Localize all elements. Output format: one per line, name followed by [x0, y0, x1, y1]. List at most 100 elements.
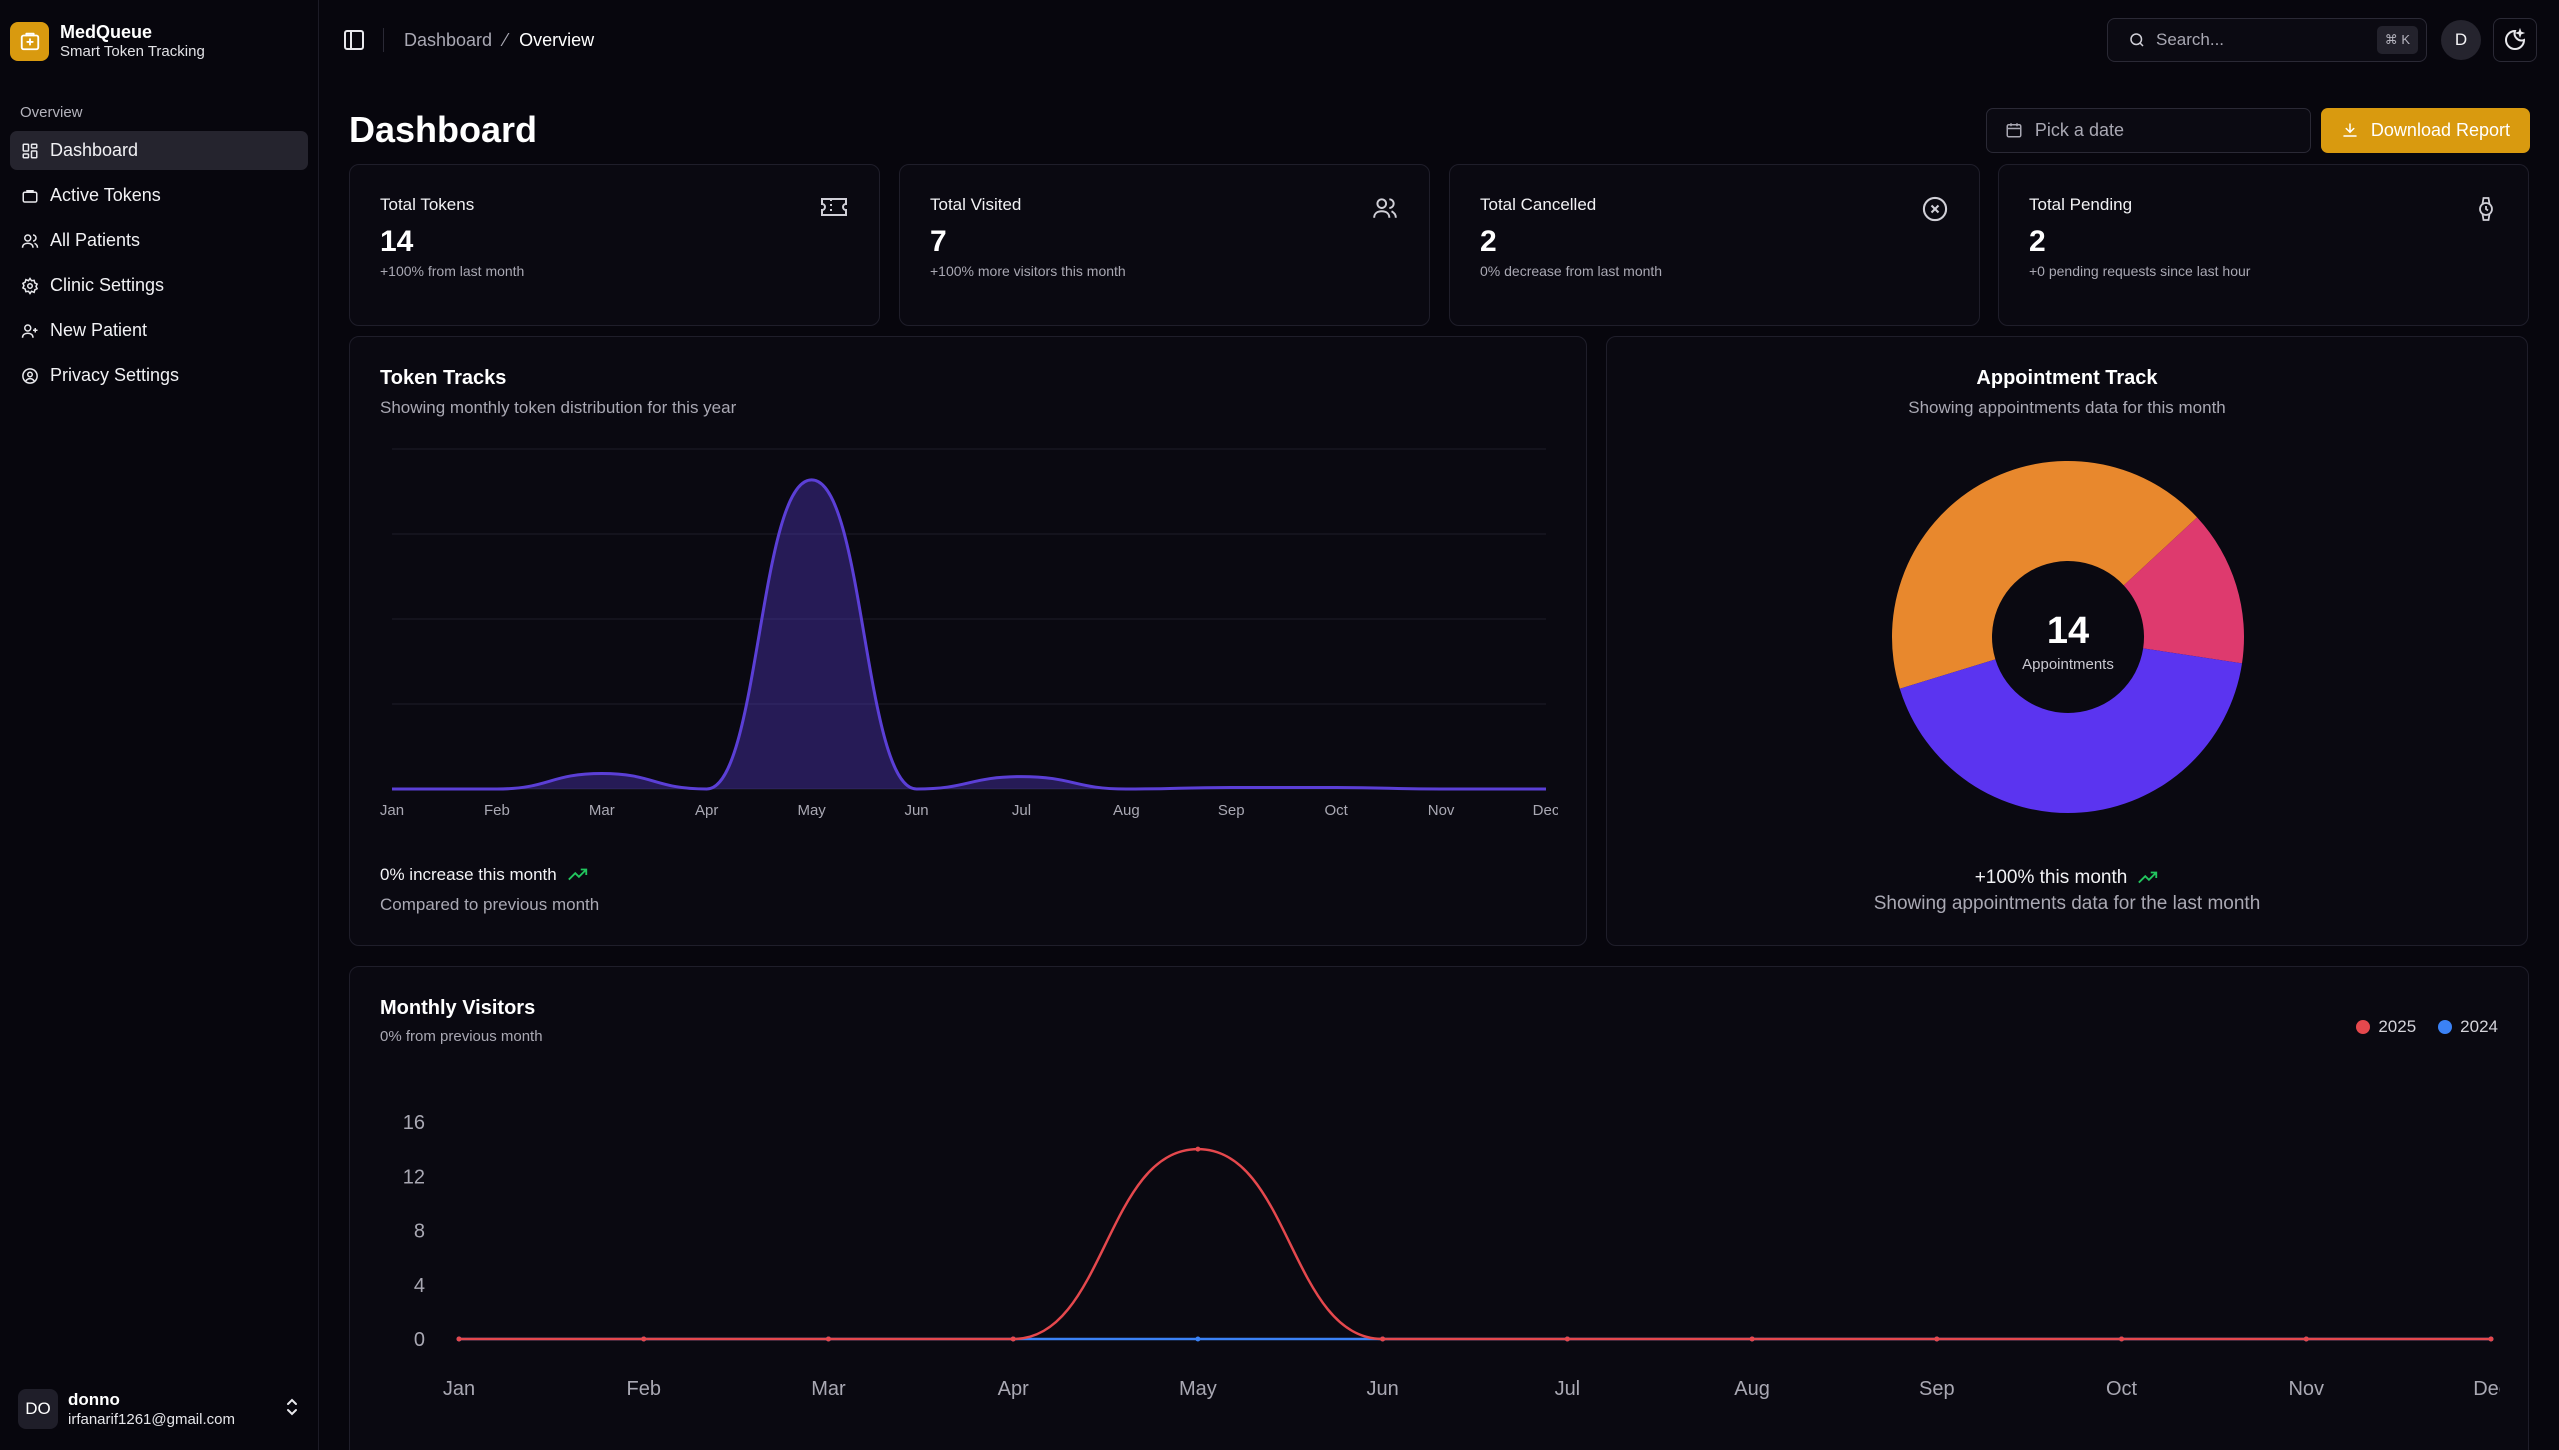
ticket-icon: [819, 195, 849, 224]
trend-note: Showing appointments data for the last m…: [1873, 893, 2261, 914]
download-report-button[interactable]: Download Report: [2320, 107, 2530, 153]
legend-swatch: [2356, 1020, 2371, 1034]
users-icon: [20, 231, 40, 251]
x-tick-label: Mar: [811, 1378, 846, 1400]
series-line-2025: [459, 1147, 2491, 1341]
nav-group-label: Overview: [20, 104, 83, 121]
user-circle-icon: [20, 366, 40, 386]
data-point: [2303, 1336, 2309, 1342]
y-tick-label: 8: [414, 1221, 425, 1243]
appointment-track-card: Appointment Track Showing appointments d…: [1606, 336, 2528, 946]
sidebar-toggle-button[interactable]: [339, 25, 369, 55]
x-tick-label: Jun: [1367, 1378, 1399, 1400]
user-menu[interactable]: DO donno irfanarif1261@gmail.com: [10, 1380, 308, 1438]
legend-item-2025: 2025: [2356, 1017, 2416, 1037]
sidebar-item-label: All Patients: [50, 230, 141, 250]
card-title: Token Tracks: [380, 367, 507, 389]
gear-icon: [20, 276, 40, 296]
stat-value: 2: [2029, 225, 2046, 258]
x-tick-label: Dec: [1533, 802, 1558, 819]
monthly-visitors-card: Monthly Visitors 0% from previous month …: [349, 966, 2529, 1450]
pie-slice-1[interactable]: [2123, 517, 2244, 664]
date-picker[interactable]: Pick a date: [1985, 107, 2311, 153]
sidebar-toggle-icon: [344, 30, 364, 50]
data-point: [825, 1336, 831, 1342]
breadcrumb-separator: ⁄: [504, 29, 508, 50]
card-subtitle: Showing monthly token distribution for t…: [380, 398, 737, 417]
user-email: irfanarif1261@gmail.com: [68, 1411, 235, 1428]
x-tick-label: Sep: [1218, 802, 1245, 819]
pie-slice-2[interactable]: [1899, 648, 2243, 813]
page-title: Dashboard: [349, 109, 538, 150]
sidebar-item-dashboard[interactable]: Dashboard: [10, 131, 308, 170]
data-point: [1195, 1336, 1201, 1342]
trend-note: Compared to previous month: [380, 895, 600, 914]
pie-slice-0[interactable]: [1892, 461, 2198, 689]
x-tick-label: Oct: [1325, 802, 1349, 819]
sidebar-item-new-patient[interactable]: New Patient: [10, 311, 308, 350]
x-tick-label: Jan: [380, 802, 404, 819]
data-point: [456, 1336, 462, 1342]
brand-tagline: Smart Token Tracking: [60, 43, 205, 60]
sidebar-item-label: Privacy Settings: [50, 365, 180, 385]
breadcrumb-dashboard[interactable]: Dashboard: [404, 29, 493, 50]
breadcrumb-current: Overview: [519, 29, 595, 50]
dashboard-icon: [20, 141, 40, 161]
card-title: Monthly Visitors: [380, 997, 536, 1019]
stat-title: Total Pending: [2029, 195, 2133, 214]
trending-up-icon: [2138, 871, 2158, 884]
card-subtitle: Showing appointments data for this month: [1908, 398, 2226, 417]
x-tick-label: Jul: [1555, 1378, 1581, 1400]
chart-legend: 2025 2024: [2334, 1017, 2498, 1037]
sidebar-item-all-patients[interactable]: All Patients: [10, 221, 308, 260]
data-point: [2488, 1336, 2494, 1342]
donut-center-label: Appointments: [2022, 656, 2114, 673]
donut-center-value: 14: [2047, 610, 2089, 652]
hospital-icon: [10, 21, 49, 61]
data-point: [1195, 1146, 1201, 1152]
x-tick-label: Nov: [1428, 802, 1455, 819]
user-plus-icon: [20, 321, 40, 341]
x-circle-icon: [1921, 195, 1949, 228]
sidebar-item-clinic-settings[interactable]: Clinic Settings: [10, 266, 308, 305]
brand-name: MedQueue: [60, 22, 153, 42]
sidebar-item-active-tokens[interactable]: Active Tokens: [10, 176, 308, 215]
brand[interactable]: MedQueue Smart Token Tracking: [0, 0, 318, 62]
area-fill: [392, 479, 1546, 789]
x-tick-label: Oct: [2106, 1378, 2138, 1400]
stat-value: 14: [380, 225, 414, 258]
trend-text: 0% increase this month: [380, 865, 557, 884]
x-tick-label: Aug: [1113, 802, 1140, 819]
page-header: Dashboard Pick a date Download Report: [349, 104, 2530, 156]
trending-up-icon: [567, 868, 587, 881]
data-point: [1749, 1336, 1755, 1342]
x-tick-label: Dec: [2473, 1378, 2500, 1400]
sidebar-item-label: Dashboard: [50, 140, 139, 160]
legend-label: 2025: [2378, 1017, 2417, 1036]
y-tick-label: 4: [414, 1275, 425, 1297]
sidebar-item-label: Clinic Settings: [50, 275, 165, 295]
card-subtitle: 0% from previous month: [380, 1028, 543, 1045]
theme-toggle-button[interactable]: [2493, 18, 2537, 62]
shortcut-badge: ⌘ K: [2376, 26, 2418, 54]
sidebar-item-label: Active Tokens: [50, 185, 161, 205]
avatar[interactable]: D: [2441, 20, 2481, 60]
legend-label: 2024: [2460, 1017, 2498, 1036]
x-tick-label: Jan: [443, 1378, 475, 1400]
x-tick-label: May: [797, 802, 826, 819]
stat-card-total-tokens: Total Tokens 14 +100% from last month: [349, 164, 880, 326]
stat-note: +0 pending requests since last hour: [2029, 263, 2251, 279]
stat-card-total-visited: Total Visited 7 +100% more visitors this…: [899, 164, 1430, 326]
stat-title: Total Visited: [930, 195, 1022, 214]
sidebar: MedQueue Smart Token Tracking Overview D…: [0, 0, 319, 1450]
sidebar-item-privacy-settings[interactable]: Privacy Settings: [10, 356, 308, 395]
search-icon: [2130, 33, 2144, 47]
search-input[interactable]: Search... ⌘ K: [2107, 18, 2427, 62]
stat-title: Total Cancelled: [1480, 195, 1597, 214]
date-placeholder: Pick a date: [2034, 119, 2124, 140]
stat-title: Total Tokens: [380, 195, 475, 214]
y-tick-label: 16: [403, 1112, 425, 1134]
y-tick-label: 0: [414, 1329, 425, 1351]
topbar: Dashboard ⁄ Overview Search... ⌘ K D: [319, 0, 2559, 80]
data-point: [1380, 1336, 1386, 1342]
